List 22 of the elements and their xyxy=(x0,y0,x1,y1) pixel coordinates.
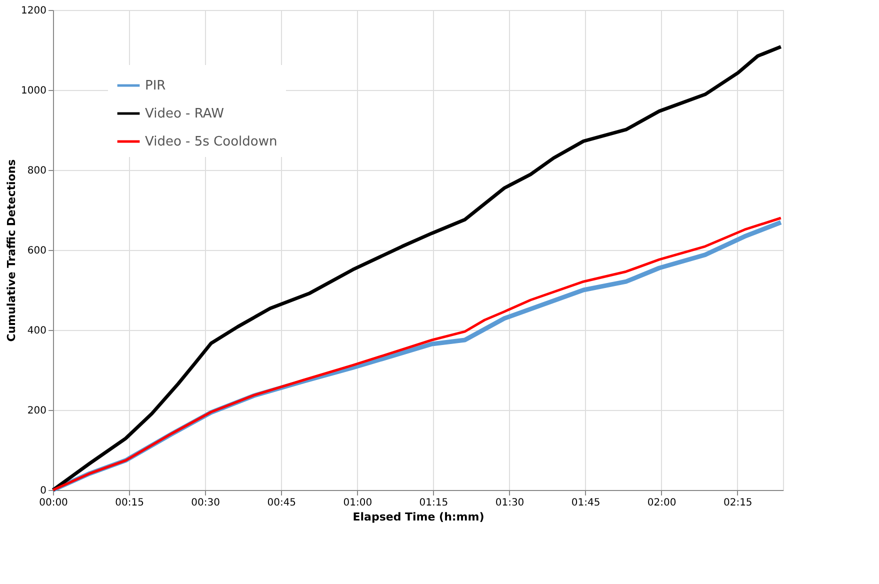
y-tick-label: 800 xyxy=(27,166,46,176)
legend-label: PIR xyxy=(145,78,166,94)
x-tick-label: 00:00 xyxy=(39,498,68,508)
y-tick-label: 400 xyxy=(27,326,46,336)
x-tick-label: 00:45 xyxy=(267,498,296,508)
x-tick-label: 01:00 xyxy=(343,498,372,508)
x-tick-label: 01:45 xyxy=(571,498,600,508)
y-tick-label: 1200 xyxy=(21,6,46,16)
x-tick-label: 00:30 xyxy=(191,498,220,508)
x-tick-label: 02:00 xyxy=(647,498,676,508)
x-tick-label: 01:15 xyxy=(419,498,448,508)
legend-label: Video - RAW xyxy=(145,106,224,122)
x-tick-label: 01:30 xyxy=(495,498,524,508)
x-tick-label: 02:15 xyxy=(723,498,752,508)
y-axis-title: Cumulative Traffic Detections xyxy=(5,158,18,342)
x-axis-title: Elapsed Time (h:mm) xyxy=(352,510,484,524)
y-tick-label: 0 xyxy=(40,486,46,496)
y-tick-label: 200 xyxy=(27,406,46,416)
y-tick-label: 1000 xyxy=(21,86,46,96)
x-tick-label: 00:15 xyxy=(115,498,144,508)
y-tick-label: 600 xyxy=(27,246,46,256)
legend-label: Video - 5s Cooldown xyxy=(145,134,278,150)
